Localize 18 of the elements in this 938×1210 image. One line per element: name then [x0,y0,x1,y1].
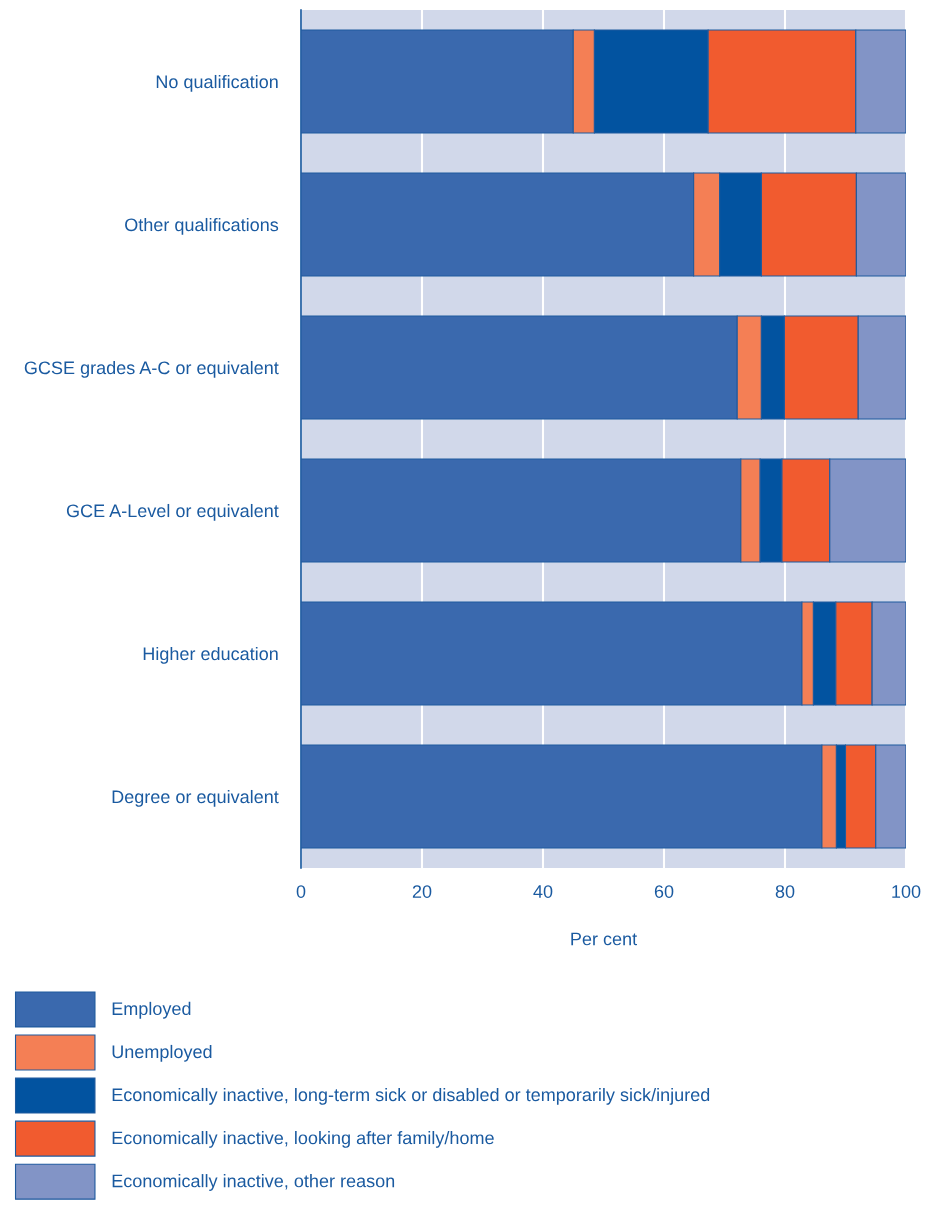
legend-label: Unemployed [112,1044,212,1062]
x-axis-title: Per cent [571,932,637,946]
legend-label: Economically inactive, looking after family/home [112,1131,494,1148]
legend-label: Economically inactive, long-term sick or disabled or temporarily sick/injured [112,1087,710,1105]
y-tick-label: GCSE grades A-C or equivalent [24,360,279,378]
x-tick-label: 0 [296,885,306,898]
x-tick-label: 100 [892,885,921,898]
x-tick-label: 20 [412,885,432,898]
x-tick-label: 60 [654,885,674,898]
legend-label: Economically inactive, other reason [112,1174,395,1191]
y-tick-label: GCE A-Level or equivalent [66,503,279,521]
y-tick-label: No qualification [156,74,278,92]
y-tick-label: Degree or equivalent [112,789,279,807]
x-tick-label: 40 [533,885,553,898]
y-tick-label: Other qualifications [125,217,279,235]
y-tick-label: Higher education [143,646,278,664]
x-tick-label: 80 [775,885,795,898]
legend-label: Employed [112,1001,191,1019]
